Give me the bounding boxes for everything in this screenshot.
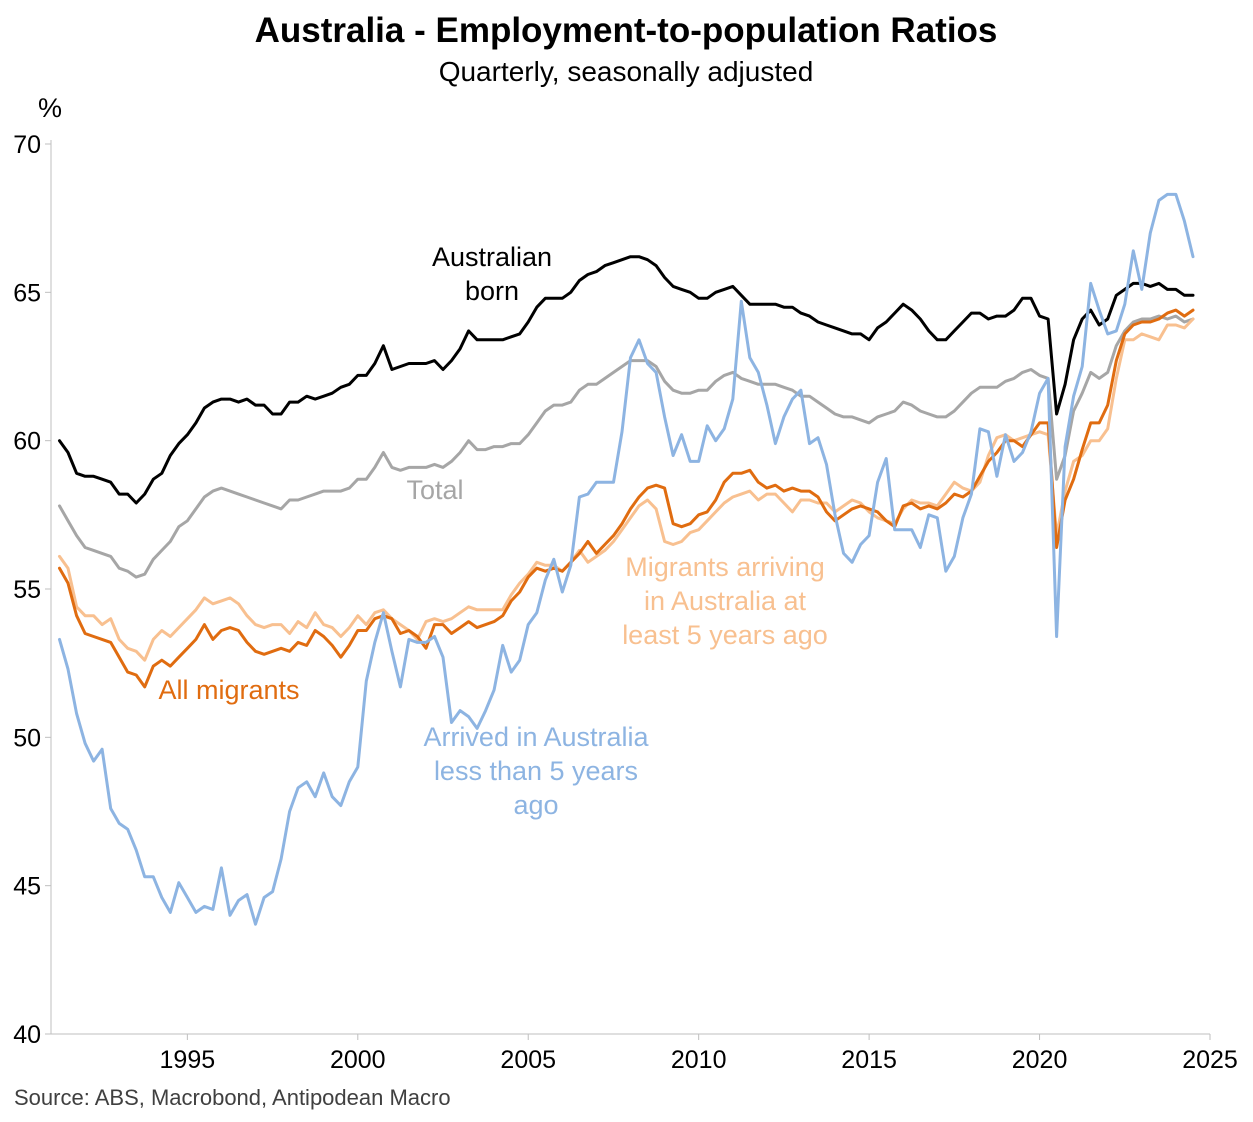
series-label-line: ago — [513, 790, 558, 820]
series-lines — [58, 192, 1195, 926]
label-migrants-5-years-ago: Migrants arriving in Australia at least 5 … — [622, 552, 828, 650]
source-note: Source: ABS, Macrobond, Antipodean Macro — [14, 1085, 451, 1110]
axes — [45, 140, 1211, 1040]
y-axis-tick-labels: 40 45 50 55 60 65 70 — [13, 131, 41, 1049]
label-total: Total — [406, 475, 463, 505]
series-labels: Australian born Total Migrants arriving in A… — [158, 242, 827, 820]
series-label-line: Australian — [432, 242, 552, 272]
y-tick-label: 45 — [13, 873, 41, 901]
series-label-line: Total — [406, 475, 463, 505]
series-label-line: in Australia at — [644, 586, 807, 616]
label-all-migrants: All migrants — [158, 675, 299, 705]
series-label-line: Migrants arriving — [625, 552, 825, 582]
x-tick-label: 2015 — [841, 1046, 897, 1074]
x-tick-label: 2000 — [330, 1046, 386, 1074]
x-tick-label: 2025 — [1182, 1046, 1238, 1074]
label-australian-born: Australian born — [432, 242, 552, 306]
chart-title: Australia - Employment-to-population Rat… — [255, 11, 998, 50]
series-label-line: less than 5 years — [434, 756, 638, 786]
series-label-line: least 5 years ago — [622, 620, 828, 650]
y-axis-unit-label: % — [38, 93, 62, 123]
label-arrived-less-than-5-years: Arrived in Australia less than 5 years ago — [423, 722, 649, 820]
y-tick-label: 55 — [13, 576, 41, 604]
y-tick-label: 60 — [13, 428, 41, 456]
chart-subtitle: Quarterly, seasonally adjusted — [439, 56, 814, 87]
series-line-total — [58, 314, 1195, 579]
series-line-australian-born — [58, 255, 1195, 505]
series-line-arrived-less-than-5-years — [58, 192, 1195, 926]
y-tick-label: 40 — [13, 1021, 41, 1049]
x-tick-label: 2010 — [671, 1046, 727, 1074]
y-tick-label: 50 — [13, 724, 41, 752]
series-label-line: born — [465, 276, 519, 306]
y-tick-label: 65 — [13, 279, 41, 307]
x-axis-tick-labels: 1995 2000 2005 2010 2015 2020 2025 — [160, 1046, 1238, 1074]
series-label-line: Arrived in Australia — [423, 722, 649, 752]
x-tick-label: 2020 — [1012, 1046, 1068, 1074]
x-tick-label: 1995 — [160, 1046, 216, 1074]
series-label-line: All migrants — [158, 675, 299, 705]
y-tick-label: 70 — [13, 131, 41, 159]
x-tick-label: 2005 — [500, 1046, 556, 1074]
